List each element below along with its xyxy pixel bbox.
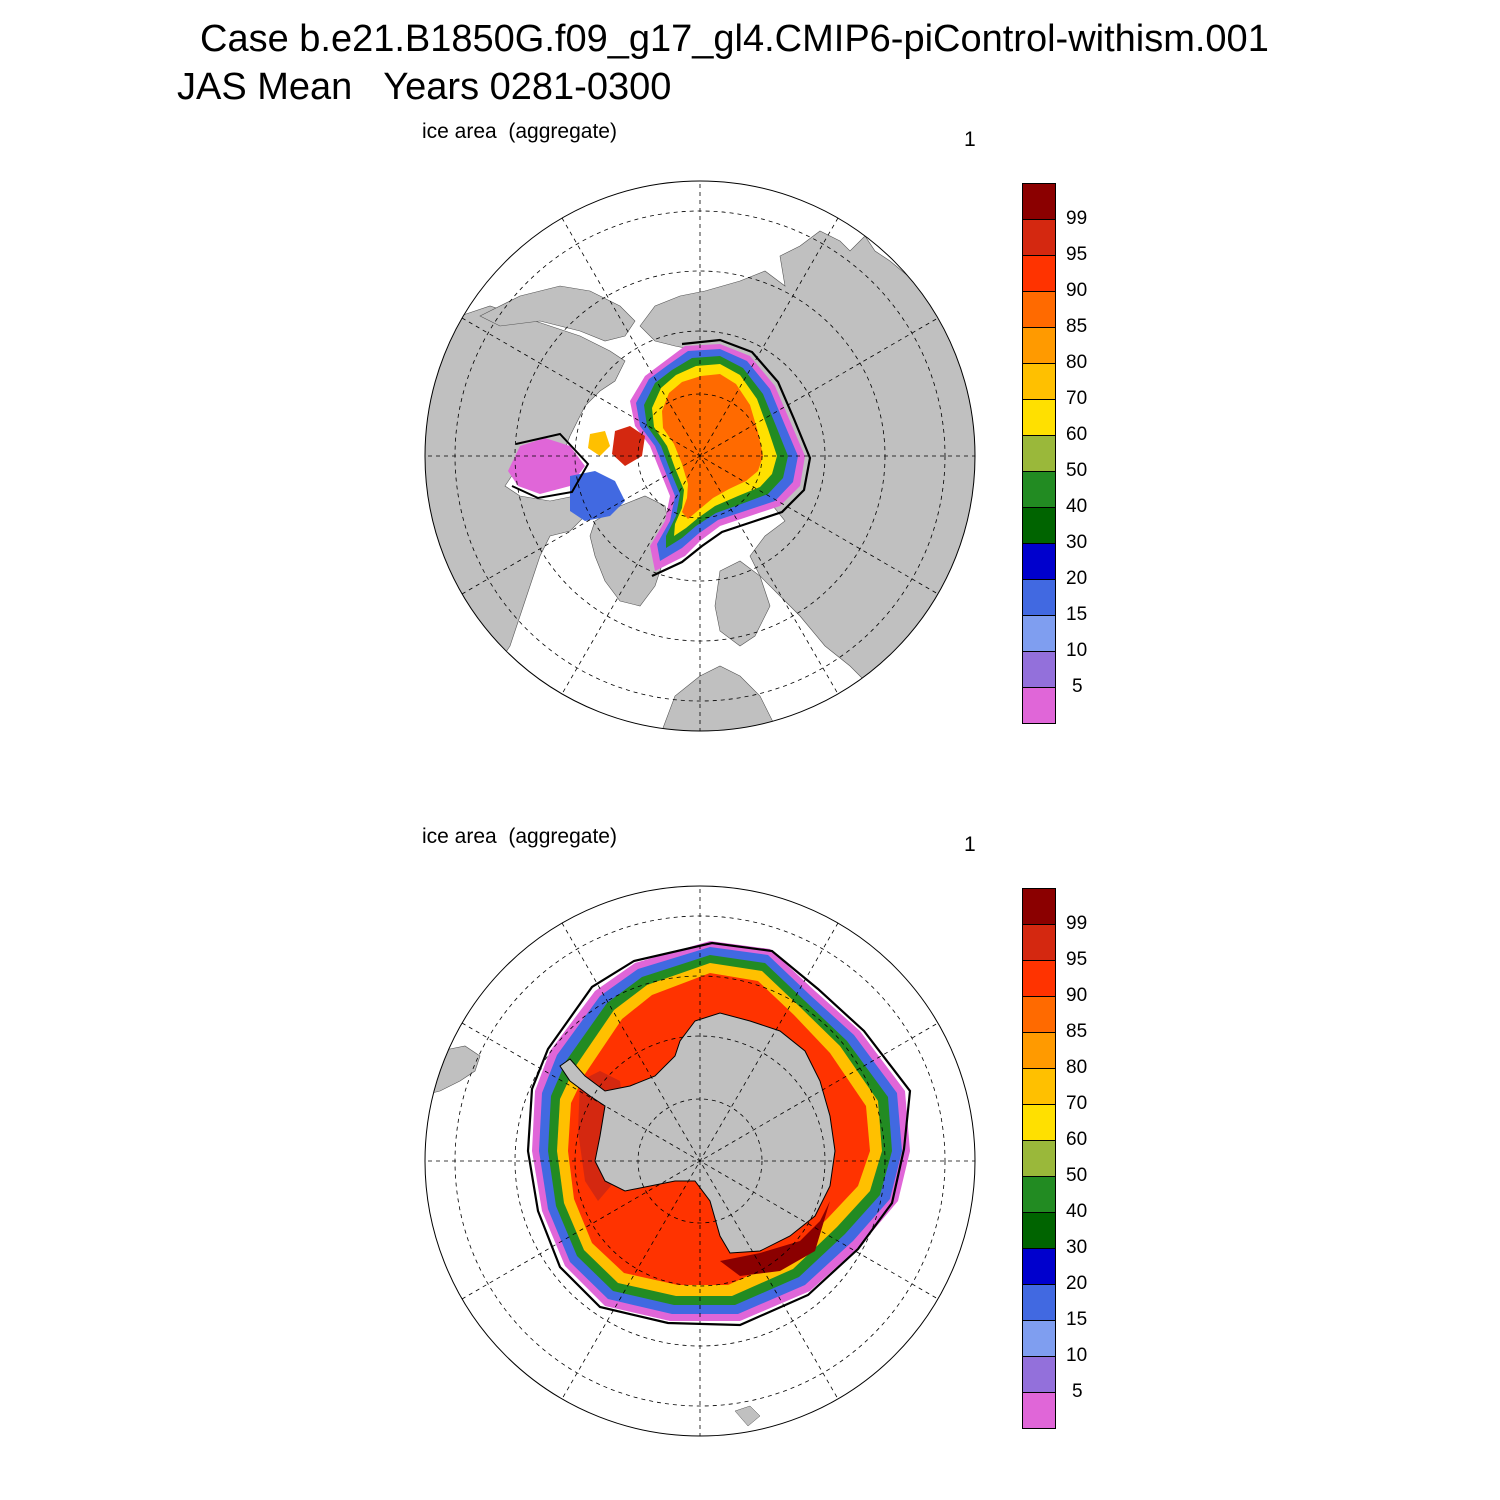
colorbar-segment <box>1022 888 1056 925</box>
colorbar-segment <box>1022 1140 1056 1177</box>
colorbar-tick-label: 60 <box>1066 1129 1088 1150</box>
colorbar-segment <box>1022 579 1056 616</box>
colorbar-tick-label: 90 <box>1066 985 1088 1006</box>
colorbar-tick-label: 95 <box>1066 244 1088 265</box>
panel-north-number: 1 <box>964 128 976 151</box>
colorbar-segment <box>1022 651 1056 688</box>
colorbar-tick-label: 70 <box>1066 388 1088 409</box>
colorbar-segment <box>1022 1032 1056 1069</box>
colorbar-segment <box>1022 615 1056 652</box>
colorbar-segment <box>1022 543 1056 580</box>
panel-south-number: 1 <box>964 833 976 856</box>
colorbar-segment <box>1022 1284 1056 1321</box>
colorbar-segment <box>1022 1176 1056 1213</box>
colorbar-tick-label: 40 <box>1066 496 1088 517</box>
north-land <box>425 230 975 731</box>
colorbar-segment <box>1022 399 1056 436</box>
north-map-border <box>424 180 976 732</box>
north-colorbar <box>1022 183 1056 724</box>
south-island <box>734 1405 761 1427</box>
colorbar-tick-label: 20 <box>1066 1273 1088 1294</box>
colorbar-segment <box>1022 960 1056 997</box>
colorbar-tick-label: 85 <box>1066 1021 1088 1042</box>
colorbar-segment <box>1022 996 1056 1033</box>
colorbar-segment <box>1022 1212 1056 1249</box>
colorbar-segment <box>1022 363 1056 400</box>
colorbar-tick-label: 15 <box>1066 1309 1088 1330</box>
south-polar-map <box>424 885 976 1437</box>
colorbar-segment <box>1022 219 1056 256</box>
colorbar-tick-label: 80 <box>1066 1057 1088 1078</box>
north-graticule <box>425 181 975 731</box>
south-ice-edge-contour <box>526 941 912 1327</box>
colorbar-segment <box>1022 435 1056 472</box>
south-map-border <box>424 885 976 1437</box>
panel-north: ice area (aggregate) 1 <box>0 0 1500 740</box>
colorbar-segment <box>1022 471 1056 508</box>
colorbar-segment <box>1022 507 1056 544</box>
colorbar-tick-label: 70 <box>1066 1093 1088 1114</box>
colorbar-tick-label: 15 <box>1066 604 1088 625</box>
colorbar-segment <box>1022 183 1056 220</box>
colorbar-tick-label: 20 <box>1066 568 1088 589</box>
colorbar-tick-label: 10 <box>1066 1345 1088 1366</box>
north-baffin-contour <box>511 432 590 500</box>
colorbar-tick-label: 30 <box>1066 1237 1088 1258</box>
south-colorbar <box>1022 888 1056 1429</box>
colorbar-segment <box>1022 1248 1056 1285</box>
north-polar-map <box>424 180 976 732</box>
colorbar-segment <box>1022 1068 1056 1105</box>
colorbar-segment <box>1022 291 1056 328</box>
figure-title-season: JAS Mean Years 0281-0300 <box>177 66 672 108</box>
colorbar-tick-label: 99 <box>1066 913 1088 934</box>
colorbar-tick-label: 60 <box>1066 424 1088 445</box>
north-sea-ice <box>508 344 805 571</box>
panel-north-variable-label: ice area (aggregate) <box>422 120 617 143</box>
colorbar-tick-label: 85 <box>1066 316 1088 337</box>
colorbar-tick-label: 5 <box>1072 676 1083 697</box>
colorbar-segment <box>1022 327 1056 364</box>
panel-south-variable-label: ice area (aggregate) <box>422 825 617 848</box>
colorbar-tick-label: 50 <box>1066 460 1088 481</box>
colorbar-tick-label: 80 <box>1066 352 1088 373</box>
colorbar-segment <box>1022 1356 1056 1393</box>
south-graticule <box>425 886 975 1436</box>
colorbar-segment <box>1022 1392 1056 1429</box>
colorbar-tick-label: 5 <box>1072 1381 1083 1402</box>
panel-south: ice area (aggregate) 1 <box>0 705 1500 1445</box>
colorbar-segment <box>1022 924 1056 961</box>
colorbar-tick-label: 30 <box>1066 532 1088 553</box>
colorbar-segment <box>1022 1104 1056 1141</box>
colorbar-segment <box>1022 255 1056 292</box>
colorbar-tick-label: 40 <box>1066 1201 1088 1222</box>
colorbar-tick-label: 99 <box>1066 208 1088 229</box>
colorbar-segment <box>1022 1320 1056 1357</box>
antarctica-land <box>559 1012 836 1254</box>
colorbar-tick-label: 10 <box>1066 640 1088 661</box>
figure-title-case: Case b.e21.B1850G.f09_g17_gl4.CMIP6-piCo… <box>200 18 1269 60</box>
colorbar-tick-label: 95 <box>1066 949 1088 970</box>
colorbar-tick-label: 90 <box>1066 280 1088 301</box>
colorbar-tick-label: 50 <box>1066 1165 1088 1186</box>
north-ice-edge-contour <box>651 338 812 577</box>
